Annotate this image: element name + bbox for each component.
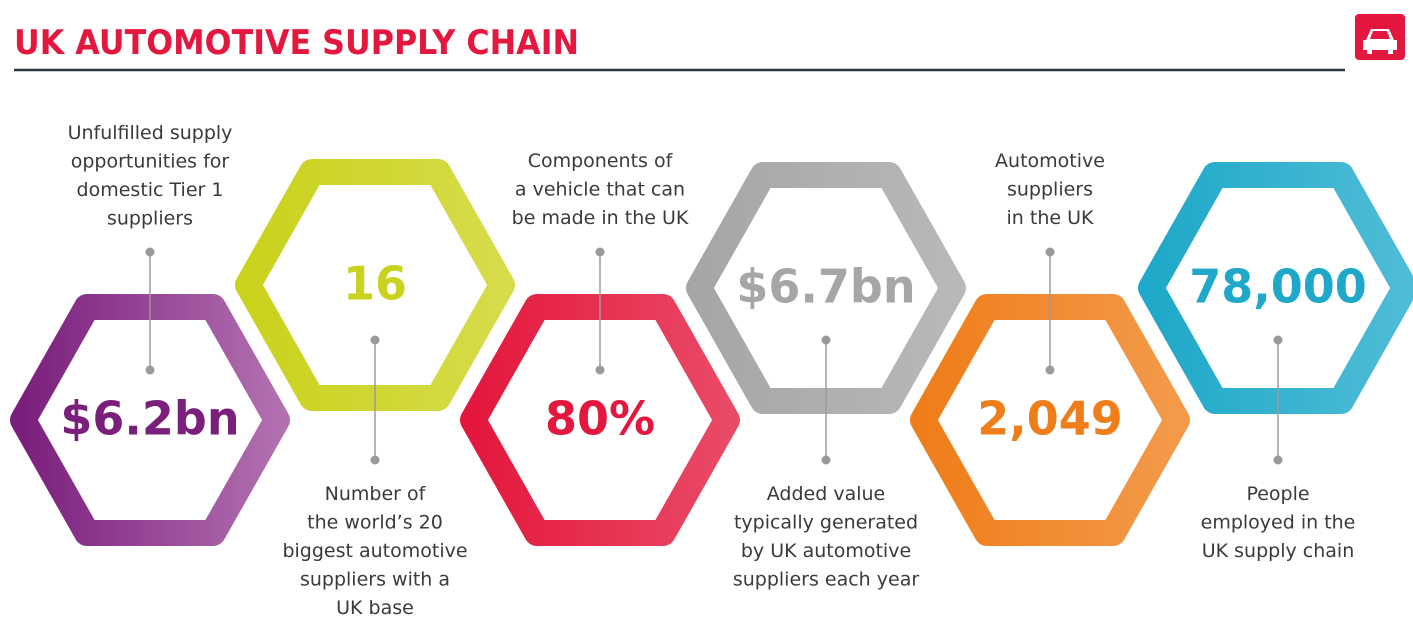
hexagon xyxy=(10,294,290,546)
stat-value: 16 xyxy=(343,257,407,311)
stat-description: UK supply chain xyxy=(1202,540,1354,562)
stat-description: suppliers xyxy=(107,208,193,230)
connector-dot xyxy=(145,247,155,257)
connector-dot xyxy=(595,247,605,257)
stat-value: $6.2bn xyxy=(60,392,239,446)
stat: 2,049 Automotive suppliers in the UK xyxy=(910,150,1190,546)
stat-description: the world’s 20 xyxy=(307,512,443,534)
stat-description: suppliers with a xyxy=(300,569,450,591)
connector-dot xyxy=(821,335,831,345)
stat-value: 2,049 xyxy=(977,392,1123,446)
connector-dot xyxy=(1045,247,1055,257)
connector-dot xyxy=(1273,335,1283,345)
hexagon xyxy=(235,159,515,411)
hexagon xyxy=(910,294,1190,546)
stat-description: opportunities for xyxy=(71,151,230,173)
connector-dot xyxy=(145,365,155,375)
stat-value: $6.7bn xyxy=(736,260,915,314)
stat-description: employed in the xyxy=(1201,512,1356,534)
stat-description: Automotive xyxy=(995,150,1105,172)
connector-dot xyxy=(1045,365,1055,375)
stat-description: People xyxy=(1246,483,1309,505)
stat-description: typically generated xyxy=(734,512,918,534)
stat-description: in the UK xyxy=(1007,207,1094,229)
hexagon xyxy=(460,294,740,546)
title: UK AUTOMOTIVE SUPPLY CHAIN xyxy=(14,23,579,63)
connector-dot xyxy=(821,455,831,465)
stat: 16 Number of the world’s 20 biggest automot… xyxy=(235,159,515,619)
stat-description: Number of xyxy=(325,483,427,505)
stat-description: UK base xyxy=(336,597,414,619)
stat-description: Added value xyxy=(767,483,885,505)
stat-description: by UK automotive xyxy=(741,540,911,562)
stat-description: be made in the UK xyxy=(512,207,689,229)
stat: $6.7bn Added value typically generated by U… xyxy=(686,162,966,591)
car-window xyxy=(1370,31,1390,39)
hexagon xyxy=(686,162,966,414)
stat: 78,000 People employed in the UK supply cha… xyxy=(1138,162,1413,562)
stat-description: domestic Tier 1 xyxy=(77,179,224,201)
hexagon xyxy=(1138,162,1413,414)
stat-description: Components of xyxy=(528,150,674,172)
connector-dot xyxy=(370,455,380,465)
connector-dot xyxy=(1273,455,1283,465)
stat-description: suppliers each year xyxy=(733,569,919,591)
stat-description: a vehicle that can xyxy=(515,179,685,201)
stat-value: 80% xyxy=(545,392,655,446)
car-icon xyxy=(1355,14,1405,60)
stat-description: biggest automotive xyxy=(282,540,467,562)
stat-description: Unfulfilled supply xyxy=(68,122,233,144)
stat: $6.2bn Unfulfilled supply opportunities fo… xyxy=(10,122,290,546)
connector-dot xyxy=(595,365,605,375)
stat-description: suppliers xyxy=(1007,179,1093,201)
connector-dot xyxy=(370,335,380,345)
stat-value: 78,000 xyxy=(1189,260,1367,314)
stat: 80% Components of a vehicle that can be mad… xyxy=(460,150,740,546)
